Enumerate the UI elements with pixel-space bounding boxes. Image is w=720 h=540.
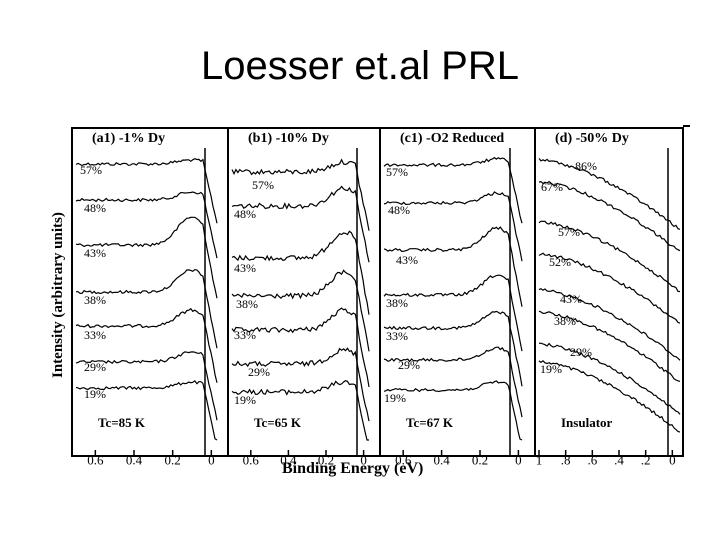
spectrum-curve [76,268,218,349]
panel-label: (b1) -10% Dy [248,131,329,146]
spectrum-curve [538,310,681,382]
series-label: 29% [570,345,592,359]
x-tick-label: 0 [669,453,676,468]
x-tick-label: 0.4 [433,453,450,468]
series-label: 29% [84,360,106,374]
panel-annotation: Tc=65 K [254,415,302,430]
x-tick-label: 0.6 [243,453,260,468]
series-label: 57% [558,225,580,239]
x-tick-label: 0.2 [472,453,488,468]
x-tick-label: 0 [208,453,215,468]
series-label: 19% [540,362,562,376]
figure-frame [71,127,684,457]
series-label: 48% [388,203,410,217]
spectrum-curve [538,252,681,324]
series-label: 67% [541,180,563,194]
x-tick-label: 0.2 [318,453,334,468]
spectrum-curve [231,158,370,231]
slide-title: Loesser et.al PRL [201,44,519,88]
series-label: 33% [386,329,408,343]
x-tick-label: 0.4 [126,453,143,468]
panel-label: (c1) -O2 Reduced [400,131,504,146]
spectrum-curve [538,220,681,293]
x-tick-label: .8 [561,453,571,468]
series-label: 48% [84,201,106,215]
spectrum-curve [75,351,218,421]
series-label: 19% [84,387,106,401]
series-label: 29% [398,358,420,372]
x-tick-label: 0.4 [280,453,297,468]
spectrum-curve [538,180,681,252]
series-label: 43% [396,253,418,267]
spectrum-curve [75,158,218,224]
spectrum-curve [383,310,523,387]
spectrum-curve [383,274,523,352]
spectrum-curve [538,288,681,361]
series-label: 33% [234,328,256,342]
spectrum-curve [383,156,523,224]
x-tick-label: 0.6 [87,453,104,468]
spectrum-curve [383,191,523,262]
y-axis-label: Intensity (arbitrary units) [50,212,66,378]
series-label: 33% [84,328,106,342]
spectrum-curve [75,307,218,383]
spectrum-curve [75,379,218,441]
panel-annotation: Tc=85 K [98,415,146,430]
panel-annotation: Insulator [561,415,613,430]
x-tick-label: 0.2 [165,453,181,468]
spectrum-curve [538,342,681,415]
series-label: 38% [386,296,408,310]
series-label: 38% [236,297,258,311]
spectrum-curve [231,380,369,441]
spectrum-curve [231,230,370,315]
spectrum-curve [231,307,370,388]
spectrum-curve [75,216,218,299]
series-label: 38% [84,293,106,307]
x-tick-label: .4 [614,453,624,468]
series-label: 19% [234,393,256,407]
series-label: 19% [384,391,406,405]
spectrum-curve [383,226,523,307]
series-label: 52% [549,255,571,269]
spectrum-curve [231,269,370,352]
panel-label: (d) -50% Dy [555,131,629,146]
x-axis-label: Binding Energy (eV) [282,460,423,477]
series-label: 86% [575,159,597,173]
series-label: 48% [234,207,256,221]
spectrum-curve [383,346,523,418]
series-label: 43% [234,261,256,275]
panel-annotation: Tc=67 K [406,415,454,430]
x-tick-label: 0.6 [395,453,412,468]
panel-label: (a1) -1% Dy [92,131,165,146]
spectrum-curve [538,158,681,230]
x-tick-label: 0 [360,453,367,468]
series-label: 29% [248,365,270,379]
x-tick-label: .6 [587,453,597,468]
x-tick-label: .2 [641,453,651,468]
series-label: 38% [554,314,576,328]
series-label: 57% [252,178,274,192]
series-label: 43% [84,246,106,260]
spectrum-curve [538,359,681,433]
spectrum-curve [383,380,523,441]
x-tick-label: 0 [515,453,522,468]
series-label: 57% [386,165,408,179]
series-label: 43% [560,292,582,306]
spectrum-curve [231,185,370,263]
x-tick-label: 1 [536,453,543,468]
series-label: 57% [80,163,102,177]
spectrum-curve [75,191,218,259]
spectrum-curve [231,347,370,422]
